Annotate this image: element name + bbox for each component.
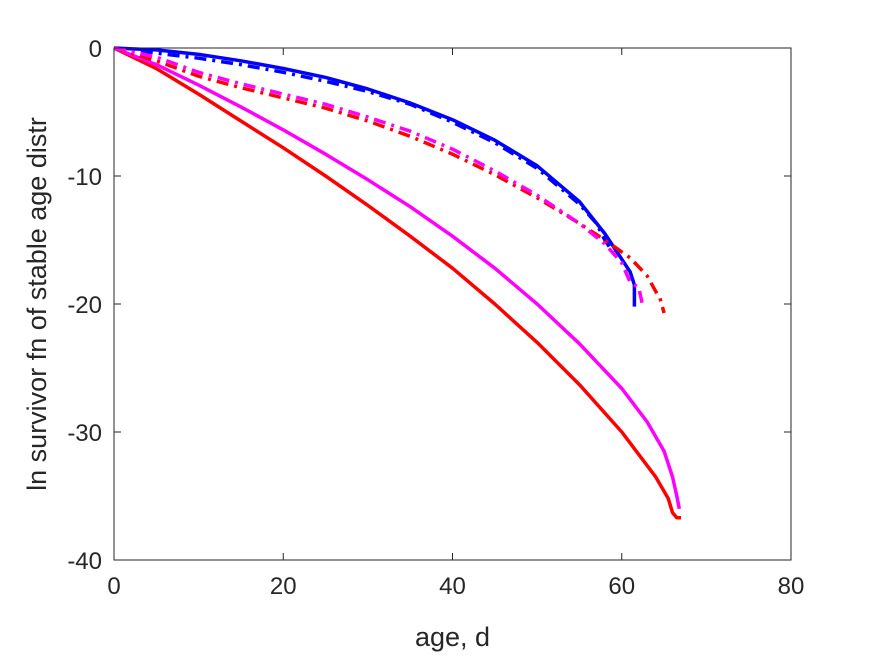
series-line-2 (113, 46, 682, 510)
y-tick-label: -40 (67, 548, 102, 575)
x-axis-label: age, d (415, 622, 490, 652)
series-line-5 (113, 46, 666, 314)
y-axis-label: ln survivor fn of stable age distr (22, 117, 52, 491)
y-tick-label: -10 (67, 164, 102, 191)
series-line-6 (113, 46, 645, 307)
series-layer (113, 46, 682, 520)
x-tick-label: 0 (107, 573, 120, 600)
y-tick-label: -20 (67, 292, 102, 319)
series-line-4 (113, 46, 615, 254)
y-tick-label: 0 (89, 36, 102, 63)
ticks-layer: 0 20 40 60 80 0 -10 -20 -30 -40 (67, 36, 804, 600)
series-line-3 (113, 46, 637, 307)
x-tick-label: 40 (439, 573, 466, 600)
plot-area (114, 48, 791, 560)
x-tick-label: 80 (778, 573, 805, 600)
series-line-1 (113, 46, 681, 520)
y-tick-label: -30 (67, 420, 102, 447)
x-tick-label: 20 (270, 573, 297, 600)
x-tick-label: 60 (608, 573, 635, 600)
